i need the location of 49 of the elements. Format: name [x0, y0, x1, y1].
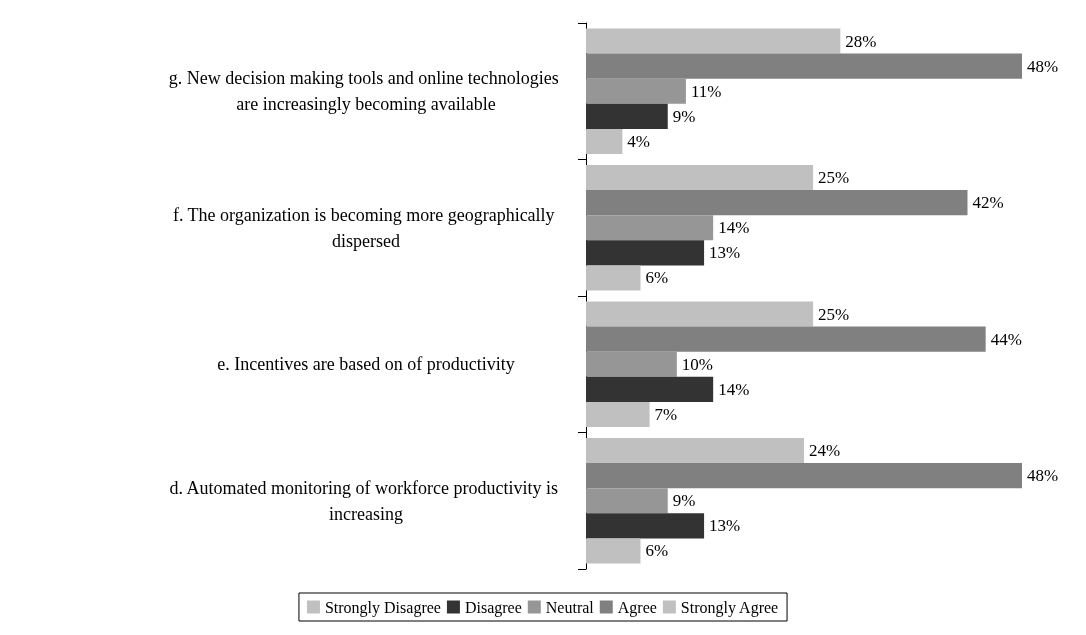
data-label: 48% — [1027, 56, 1059, 76]
data-label: 42% — [972, 193, 1004, 213]
data-label: 14% — [718, 379, 750, 399]
bar — [586, 265, 641, 291]
data-label: 14% — [718, 218, 750, 238]
data-label: 4% — [627, 131, 651, 151]
y-tick-label: e. Incentives are based on of productivity — [217, 354, 515, 375]
bar — [586, 215, 714, 241]
data-label: 13% — [709, 243, 741, 263]
bar — [586, 401, 650, 428]
bar — [586, 376, 714, 402]
data-label: 6% — [645, 541, 669, 561]
bar — [586, 351, 677, 377]
bar — [586, 513, 705, 539]
data-label: 24% — [809, 441, 841, 461]
data-label: 6% — [645, 268, 669, 288]
bar — [586, 301, 814, 327]
y-tick-label: d. Automated monitoring of workforce productivity is increasing — [169, 477, 563, 524]
data-label: 7% — [654, 404, 678, 424]
data-label: 48% — [1027, 466, 1059, 486]
data-label: 10% — [681, 354, 714, 374]
bar — [586, 164, 814, 191]
data-label: 28% — [845, 31, 877, 51]
bar — [586, 53, 1022, 79]
bar — [586, 437, 804, 464]
legend-label: Agree — [617, 598, 657, 617]
data-label: 9% — [672, 106, 696, 126]
bar — [586, 103, 668, 129]
data-label: 25% — [818, 304, 850, 324]
legend-label: Disagree — [464, 598, 522, 617]
data-label: 25% — [818, 168, 850, 188]
bar — [586, 78, 686, 104]
bar — [586, 488, 668, 514]
bar — [586, 240, 705, 266]
legend-label: Neutral — [545, 598, 595, 616]
bar — [586, 128, 623, 155]
bar — [586, 463, 1022, 489]
bar — [586, 28, 841, 54]
data-label: 13% — [709, 516, 741, 536]
bar — [586, 326, 986, 352]
bar — [586, 190, 968, 216]
data-label: 9% — [672, 491, 696, 511]
y-tick-label: f. The organization is becoming more geographically dispersed — [172, 204, 560, 251]
data-label: 44% — [990, 329, 1022, 349]
bar — [586, 538, 641, 564]
y-tick-label: g. New decision making tools and online technologies are increasingly becoming available — [168, 68, 564, 115]
data-label: 11% — [690, 81, 722, 101]
legend-label: Strongly Agree — [680, 598, 779, 617]
legend-label: Strongly Disagree — [324, 598, 441, 617]
